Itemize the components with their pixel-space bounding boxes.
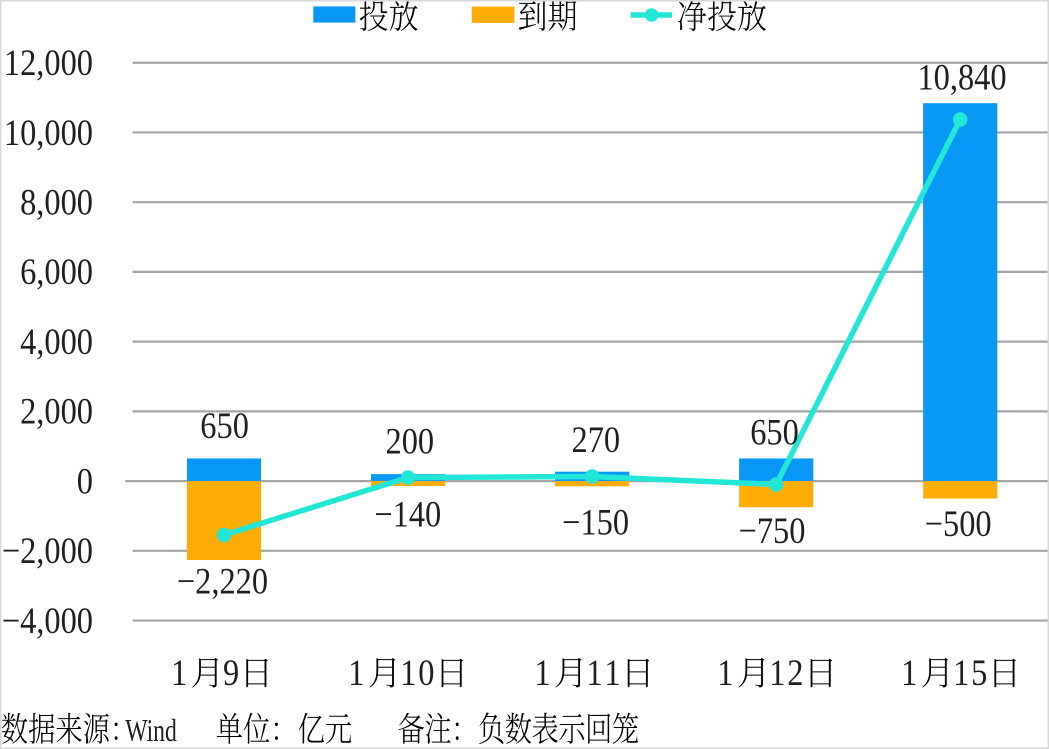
svg-text:−140: −140 (374, 494, 441, 535)
svg-text:10,840: 10,840 (917, 57, 1006, 98)
svg-text:1: 1 (586, 652, 602, 693)
svg-text:1: 1 (534, 652, 550, 693)
svg-text:2: 2 (787, 652, 803, 693)
svg-text:8,000: 8,000 (20, 182, 93, 223)
svg-text:1: 1 (348, 652, 364, 693)
svg-text:−500: −500 (925, 503, 992, 544)
svg-text:−2,000: −2,000 (2, 530, 93, 571)
svg-text:650: 650 (200, 405, 249, 446)
svg-text:6,000: 6,000 (20, 251, 93, 292)
svg-text:9: 9 (223, 652, 239, 693)
svg-text:1: 1 (769, 652, 785, 693)
svg-text:1: 1 (604, 652, 620, 693)
svg-text:4,000: 4,000 (20, 321, 93, 362)
svg-text:650: 650 (750, 411, 799, 452)
svg-text:12,000: 12,000 (4, 42, 93, 83)
svg-text:1: 1 (717, 652, 733, 693)
svg-text:−2,220: −2,220 (177, 561, 268, 602)
svg-text:270: 270 (571, 419, 620, 460)
svg-text:1: 1 (400, 652, 416, 693)
svg-text:1: 1 (901, 652, 917, 693)
svg-text:10,000: 10,000 (4, 112, 93, 153)
svg-text:1: 1 (171, 652, 187, 693)
svg-text:5: 5 (971, 652, 987, 693)
svg-text:−750: −750 (739, 510, 806, 551)
svg-text:−4,000: −4,000 (2, 600, 93, 641)
svg-text:0: 0 (77, 460, 93, 501)
svg-text:0: 0 (418, 652, 434, 693)
svg-text:−150: −150 (562, 501, 629, 542)
svg-text:Wind: Wind (125, 714, 177, 749)
svg-text:1: 1 (953, 652, 969, 693)
svg-text:2,000: 2,000 (20, 391, 93, 432)
svg-text:200: 200 (385, 421, 434, 462)
